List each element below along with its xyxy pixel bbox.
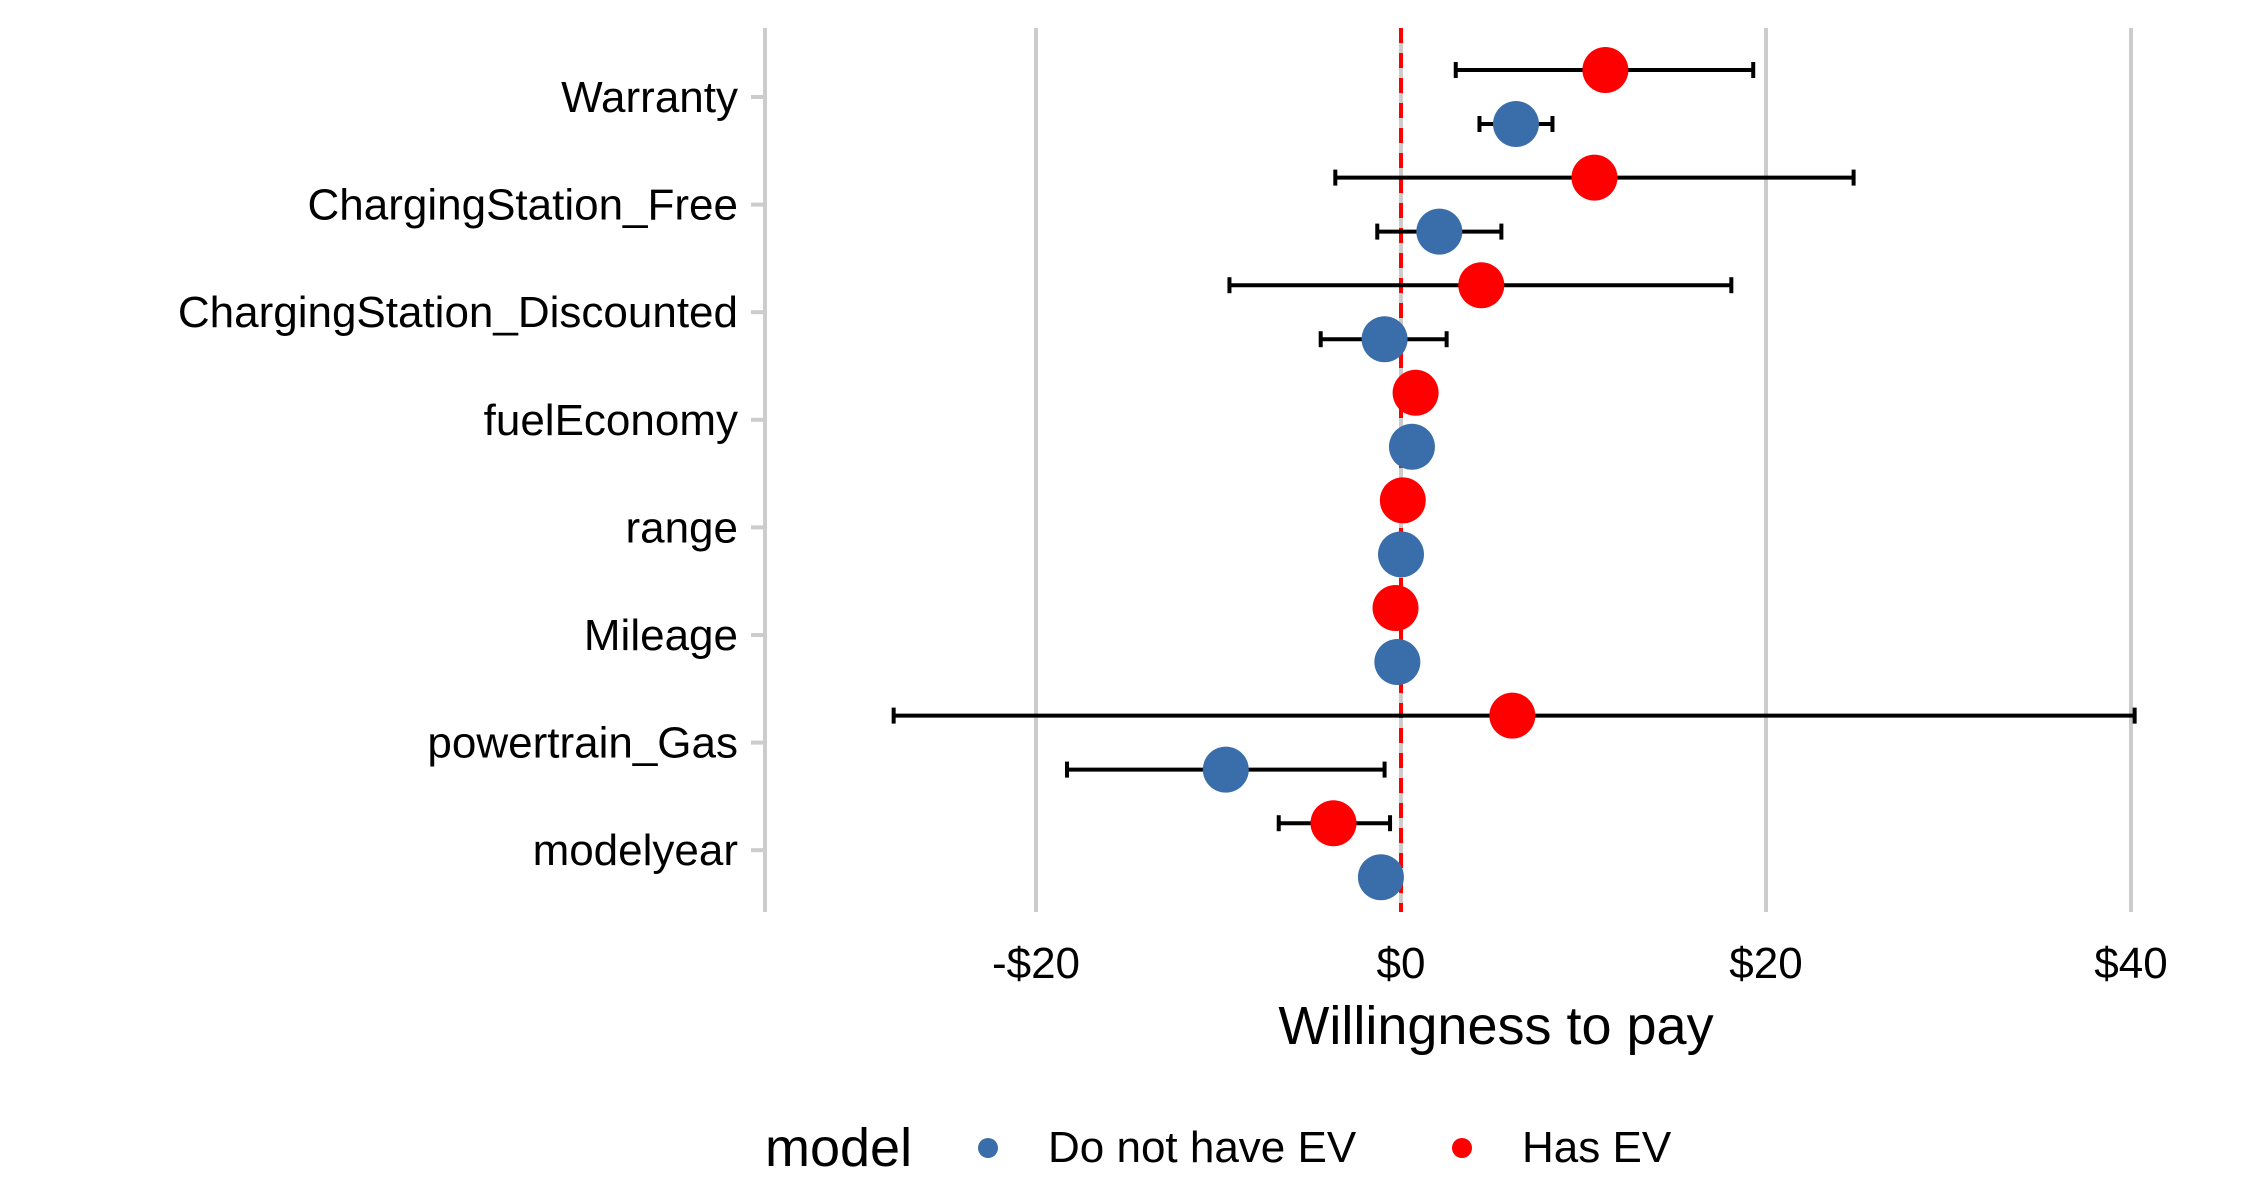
x-axis: -$20 $0 $20 $40 xyxy=(992,939,2168,988)
data-point xyxy=(1310,800,1357,847)
data-point xyxy=(1388,423,1435,470)
legend-swatch xyxy=(1452,1138,1472,1158)
x-tick-label: $40 xyxy=(2094,939,2167,988)
y-tick-label: fuelEconomy xyxy=(484,396,738,445)
data-point xyxy=(1372,585,1419,631)
x-tick-label: -$20 xyxy=(992,939,1080,988)
y-tick-label: Warranty xyxy=(561,73,738,122)
data-point xyxy=(1458,262,1505,309)
data-point xyxy=(1489,692,1536,739)
y-tick-label: ChargingStation_Free xyxy=(308,181,738,230)
data-point xyxy=(1392,369,1439,416)
legend-title: model xyxy=(765,1118,912,1178)
data-point xyxy=(1374,639,1421,685)
data-point xyxy=(1416,208,1463,255)
data-point xyxy=(1378,531,1424,578)
data-point xyxy=(1582,47,1629,93)
legend-items: Do not have EV Has EV xyxy=(978,1123,1672,1172)
y-tick-label: modelyear xyxy=(533,826,738,875)
y-tick-label: Mileage xyxy=(584,611,738,660)
data-point xyxy=(1379,477,1426,524)
point-layer xyxy=(1202,47,1629,901)
legend-label: Do not have EV xyxy=(1048,1123,1357,1172)
x-tick-label: $0 xyxy=(1377,939,1426,988)
legend-item: Has EV xyxy=(1452,1123,1672,1172)
y-tick-label: ChargingStation_Discounted xyxy=(178,288,738,337)
legend-swatch xyxy=(978,1138,998,1158)
data-point xyxy=(1357,854,1404,901)
y-tick-label: powertrain_Gas xyxy=(427,719,738,768)
data-point xyxy=(1571,154,1618,201)
y-axis: Warranty ChargingStation_Free ChargingStat… xyxy=(178,73,765,875)
y-tick-label: range xyxy=(625,503,738,552)
data-point xyxy=(1202,746,1249,793)
x-axis-title: Willingness to pay xyxy=(1278,996,1713,1056)
legend-label: Has EV xyxy=(1522,1123,1672,1172)
data-point xyxy=(1361,316,1408,363)
x-tick-label: $20 xyxy=(1729,939,1802,988)
data-point xyxy=(1492,101,1539,147)
legend-item: Do not have EV xyxy=(978,1123,1357,1172)
legend: model Do not have EV Has EV xyxy=(765,1118,1672,1178)
